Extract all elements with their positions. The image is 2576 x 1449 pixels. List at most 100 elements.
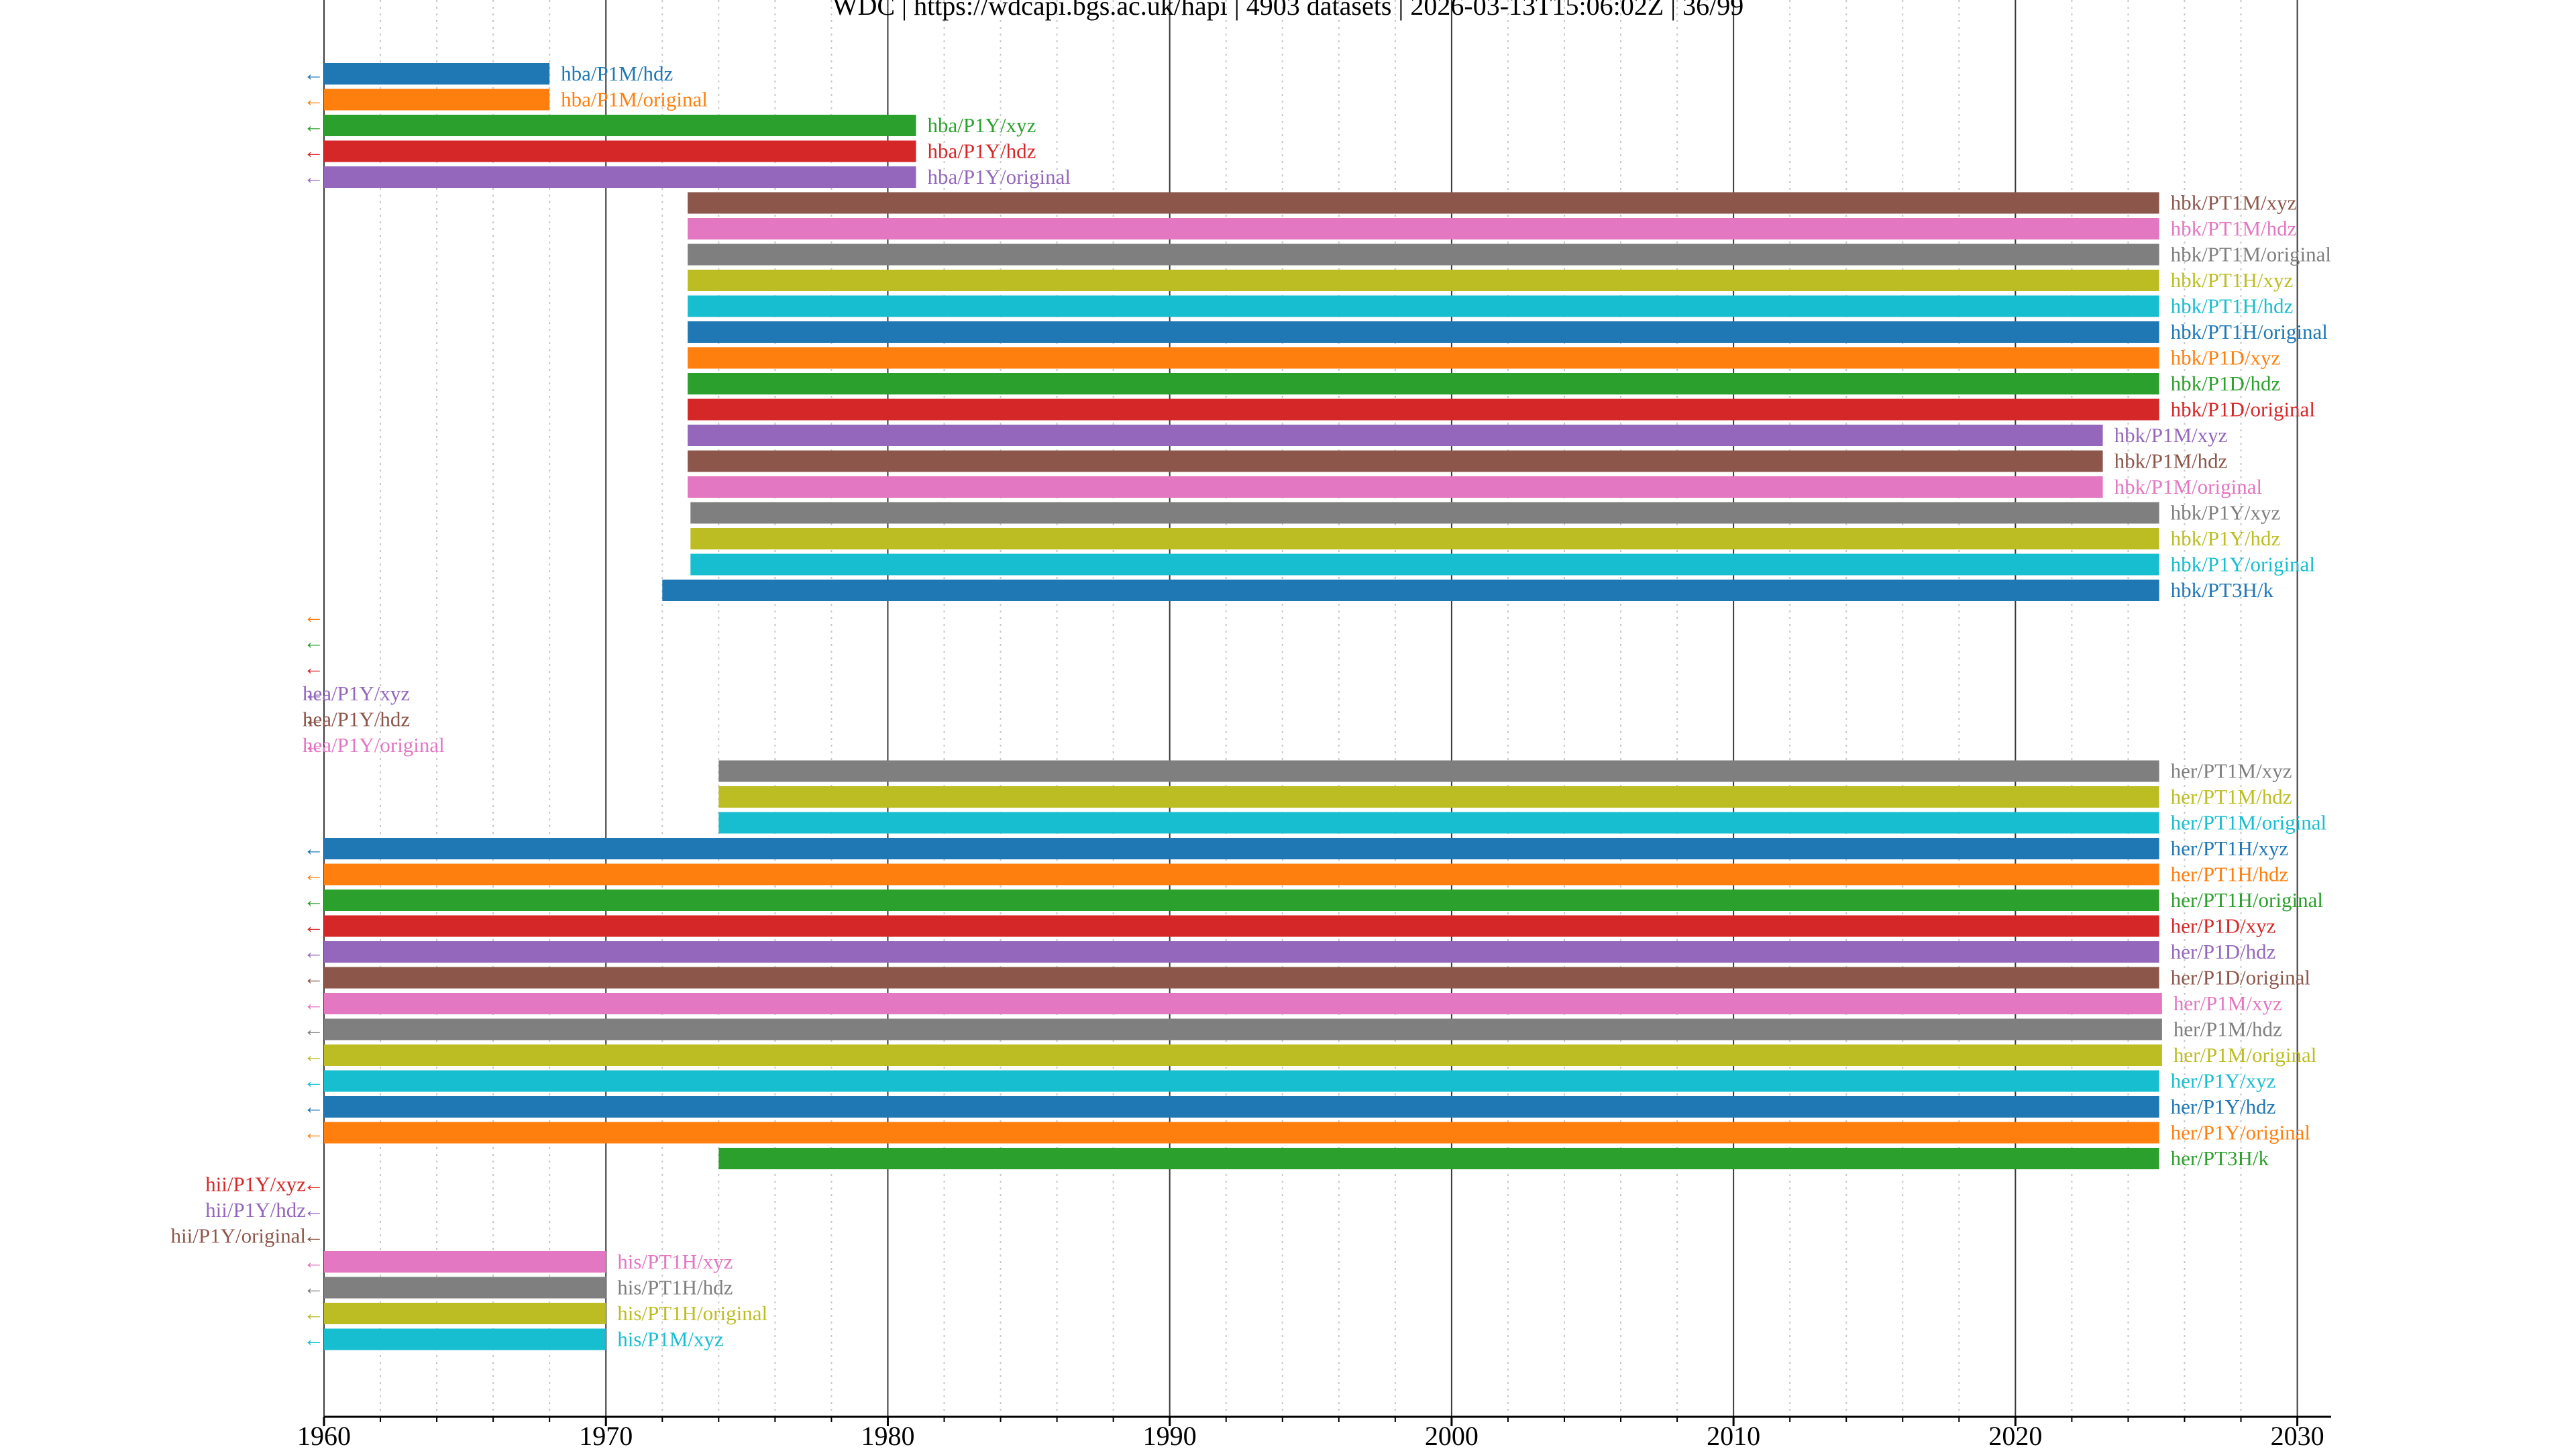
dataset-label: hba/P1M/original <box>561 88 708 111</box>
left-arrow-icon: ← <box>303 1250 324 1273</box>
left-arrow-icon: ← <box>303 165 324 189</box>
left-arrow-icon: ← <box>303 656 324 680</box>
dataset-label: hea/P1Y/original <box>303 733 445 757</box>
x-tick-label: 1990 <box>1143 1421 1197 1449</box>
dataset-label: her/PT3H/k <box>2171 1146 2269 1170</box>
left-arrow-icon: ← <box>303 88 324 111</box>
left-arrow-icon: ← <box>303 1095 324 1118</box>
dataset-label: hbk/P1D/xyz <box>2171 346 2281 370</box>
dataset-label: her/P1D/xyz <box>2171 914 2276 938</box>
left-arrow-icon: ← <box>303 1276 324 1299</box>
dataset-label: her/P1M/xyz <box>2174 991 2282 1015</box>
dataset-label: her/PT1H/xyz <box>2171 837 2289 860</box>
timeline-bar <box>690 528 2159 549</box>
timeline-bar <box>718 812 2159 834</box>
dataset-label: hba/P1Y/original <box>927 165 1071 189</box>
dataset-label: hbk/P1Y/original <box>2171 553 2315 576</box>
left-arrow-icon: ← <box>303 1328 324 1351</box>
dataset-label: his/PT1H/xyz <box>617 1250 733 1273</box>
dataset-label: hea/P1Y/hdz <box>303 708 410 731</box>
left-arrow-icon: ← <box>303 604 324 628</box>
timeline-bar <box>688 321 2159 343</box>
dataset-label: his/PT1H/hdz <box>617 1276 733 1299</box>
timeline-bar <box>324 1122 2159 1144</box>
dataset-label: hbk/P1M/original <box>2114 475 2262 498</box>
bars-layer <box>324 63 2162 1350</box>
x-tick-label: 2010 <box>1707 1421 1760 1449</box>
timeline-bar <box>324 838 2159 859</box>
dataset-label: her/P1Y/original <box>2171 1121 2310 1144</box>
timeline-bar <box>324 1328 606 1350</box>
x-tick-label: 1980 <box>861 1421 914 1449</box>
dataset-label: her/PT1M/original <box>2171 811 2326 835</box>
left-arrow-icon: ← <box>303 1043 324 1067</box>
left-arrow-icon: ← <box>303 1069 324 1093</box>
dataset-label: her/P1Y/xyz <box>2171 1069 2276 1093</box>
dataset-label: her/P1M/original <box>2174 1043 2317 1067</box>
timeline-bar <box>688 192 2159 214</box>
left-arrow-icon: ← <box>303 914 324 938</box>
timeline-bar <box>690 553 2159 576</box>
left-arrow-icon: ← <box>303 1018 324 1041</box>
timeline-bar <box>324 915 2159 937</box>
left-arrow-icon: ← <box>303 1198 324 1222</box>
dataset-label: hbk/PT3H/k <box>2171 578 2274 602</box>
timeline-bar <box>688 270 2159 291</box>
timeline-bar <box>688 398 2159 421</box>
timeline-bar <box>718 760 2159 782</box>
timeline-bar <box>324 89 550 111</box>
timeline-bar <box>324 1251 606 1273</box>
x-tick-label: 2000 <box>1425 1421 1479 1449</box>
left-arrow-icon: ← <box>303 140 324 163</box>
left-arrow-icon: ← <box>303 1121 324 1144</box>
dataset-label: hbk/PT1H/original <box>2171 320 2328 343</box>
timeline-bar <box>324 1096 2159 1118</box>
dataset-label: hbk/PT1M/xyz <box>2171 191 2297 215</box>
left-arrow-icon: ← <box>303 630 324 653</box>
x-axis: 1960 1970 1980 1990 2000 2010 2020 2030 <box>297 1415 2331 1449</box>
timeline-bar <box>324 1070 2159 1092</box>
timeline-bar <box>718 786 2159 808</box>
dataset-label: hii/P1Y/xyz <box>205 1173 306 1196</box>
dataset-label: her/PT1H/hdz <box>2171 863 2289 886</box>
timeline-bar <box>324 1303 606 1324</box>
dataset-label: her/P1Y/hdz <box>2171 1095 2276 1118</box>
timeline-bar <box>688 244 2159 266</box>
timeline-bar <box>688 295 2159 317</box>
left-arrow-icon: ← <box>303 1301 324 1325</box>
timeline-bar <box>324 863 2159 885</box>
dataset-label: hba/P1Y/xyz <box>927 113 1036 137</box>
left-arrow-icon: ← <box>303 1173 324 1196</box>
timeline-bar <box>324 967 2159 989</box>
x-tick-label: 1970 <box>579 1421 633 1449</box>
timeline-bar <box>324 890 2159 911</box>
dataset-label: her/P1D/original <box>2171 966 2310 989</box>
left-arrow-icon: ← <box>303 991 324 1015</box>
timeline-bar <box>324 993 2162 1014</box>
dataset-label: hbk/P1Y/hdz <box>2171 527 2281 550</box>
x-tick-label: 2020 <box>1988 1421 2042 1449</box>
timeline-bar <box>690 502 2159 524</box>
timeline-bar <box>324 1044 2162 1066</box>
dataset-label: hbk/P1D/hdz <box>2171 372 2281 395</box>
timeline-bar <box>688 425 2103 446</box>
timeline-bar <box>688 218 2159 239</box>
left-arrow-icon: ← <box>303 940 324 963</box>
dataset-label: hii/P1Y/hdz <box>205 1198 306 1222</box>
x-tick-label: 2030 <box>2271 1421 2324 1449</box>
timeline-bar <box>662 580 2159 601</box>
timeline-bar <box>718 1148 2159 1169</box>
timeline-bar <box>324 63 550 85</box>
x-tick-label: 1960 <box>297 1421 351 1449</box>
left-arrow-icon: ← <box>303 863 324 886</box>
dataset-label: hbk/PT1H/xyz <box>2171 268 2294 292</box>
dataset-label: hea/P1Y/xyz <box>303 682 410 705</box>
left-arrow-icon: ← <box>303 837 324 860</box>
dataset-label: hbk/PT1H/hdz <box>2171 294 2294 318</box>
left-arrow-icon: ← <box>303 733 324 757</box>
left-arrow-icon: ← <box>303 62 324 85</box>
chart-title: WDC | https://wdcapi.bgs.ac.uk/hapi | 49… <box>833 0 1744 21</box>
dataset-label: his/P1M/xyz <box>617 1328 723 1351</box>
dataset-label: her/PT1M/xyz <box>2171 759 2292 783</box>
